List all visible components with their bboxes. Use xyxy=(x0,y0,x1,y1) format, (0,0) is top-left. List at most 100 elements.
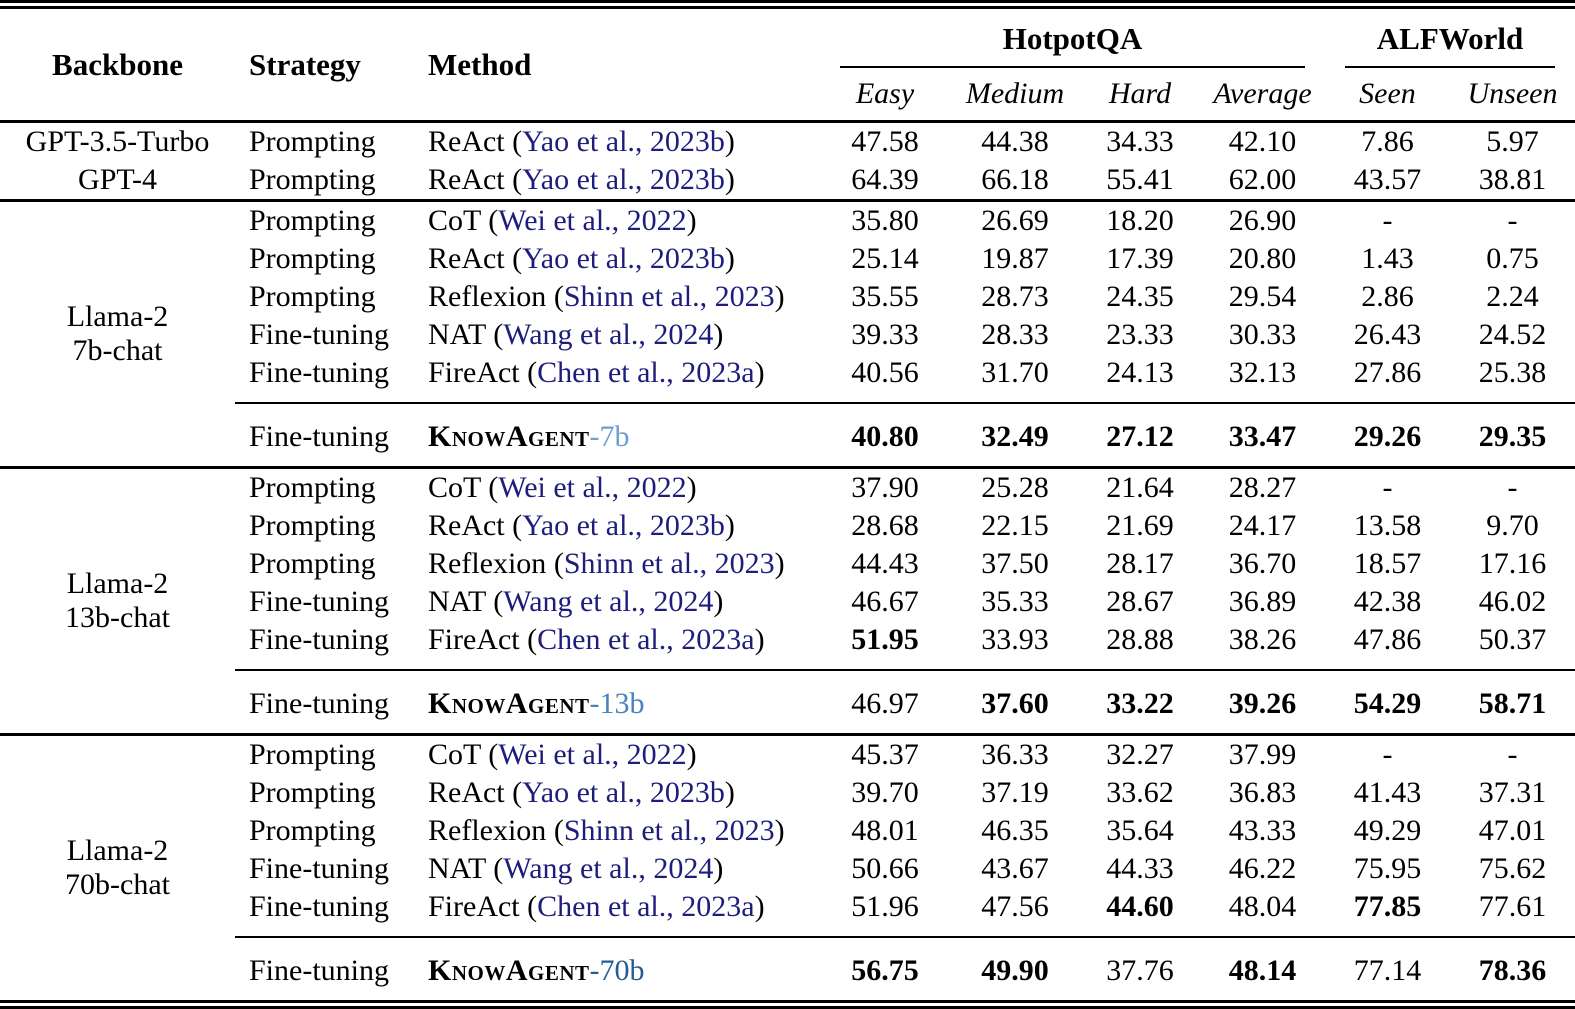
score-cell: 0.75 xyxy=(1486,241,1539,275)
score-cell: 29.35 xyxy=(1450,402,1575,469)
score-cell: 29.54 xyxy=(1228,279,1297,313)
method-name: ReAct xyxy=(428,508,513,542)
knowagent-suffix: -13b xyxy=(589,686,645,720)
strategy-cell: Prompting xyxy=(249,241,376,275)
score-cell: 33.93 xyxy=(981,622,1049,656)
score-cell: 18.57 xyxy=(1353,546,1422,580)
paren-close: ) xyxy=(724,162,735,196)
col-header-backbone: Backbone xyxy=(0,9,235,123)
knowagent-suffix: -7b xyxy=(589,419,630,453)
col-header-easy: Easy xyxy=(820,68,950,123)
score-cell: 35.55 xyxy=(851,279,919,313)
score-cell: 44.43 xyxy=(851,546,919,580)
citation-link[interactable]: Chen et al., 2023a xyxy=(537,622,755,656)
paren-close: ) xyxy=(724,241,735,275)
score-cell: 48.01 xyxy=(851,813,919,847)
backbone-line: Llama-2 xyxy=(66,833,169,867)
score-cell: 20.80 xyxy=(1228,241,1297,275)
table-row: Fine-tuning NAT (Wang et al., 2024) 50.66 4… xyxy=(0,850,1575,888)
paren-open: ( xyxy=(512,124,523,158)
paren-open: ( xyxy=(512,162,523,196)
score-cell: 77.14 xyxy=(1325,936,1450,1000)
strategy-cell: Fine-tuning xyxy=(249,622,389,656)
score-cell: 38.26 xyxy=(1228,622,1297,656)
citation-link[interactable]: Wei et al., 2022 xyxy=(498,737,687,771)
score-cell: 32.27 xyxy=(1106,737,1174,771)
table-row: Fine-tuning FireAct (Chen et al., 2023a) 5… xyxy=(0,888,1575,937)
citation-link[interactable]: Shinn et al., 2023 xyxy=(563,546,775,580)
method-name: CoT xyxy=(428,737,489,771)
method-cell: ReAct (Yao et al., 2023b) xyxy=(420,161,820,202)
knowagent-name: KnowAgent xyxy=(428,953,590,987)
paren-open: ( xyxy=(527,355,538,389)
table-row: Fine-tuning NAT (Wang et al., 2024) 39.33 2… xyxy=(0,316,1575,354)
paren-open: ( xyxy=(488,203,499,237)
citation-link[interactable]: Shinn et al., 2023 xyxy=(563,279,775,313)
top-rule xyxy=(0,0,1575,9)
citation-link[interactable]: Wei et al., 2022 xyxy=(498,203,687,237)
knowagent-row: Fine-tuning KnowAgent-70b 56.75 49.90 37.76 4… xyxy=(0,936,1575,1000)
backbone-cell: Llama-2 13b-chat xyxy=(0,467,235,736)
score-cell: 37.19 xyxy=(981,775,1049,809)
citation-link[interactable]: Wang et al., 2024 xyxy=(503,851,714,885)
score-cell: 44.38 xyxy=(981,124,1049,158)
score-cell: 47.86 xyxy=(1353,622,1422,656)
score-cell: 48.04 xyxy=(1228,889,1297,923)
score-cell: 77.61 xyxy=(1478,889,1547,923)
paren-open: ( xyxy=(493,584,504,618)
table-row: Prompting Reflexion (Shinn et al., 2023) 3… xyxy=(0,278,1575,316)
table-row: Llama-2 13b-chat Prompting CoT (Wei et al.,… xyxy=(0,467,1575,736)
paren-open: ( xyxy=(527,889,538,923)
method-name: NAT xyxy=(428,851,494,885)
score-cell: 33.62 xyxy=(1106,775,1174,809)
method-cell: ReAct (Yao et al., 2023b) xyxy=(420,774,820,812)
strategy-cell: Fine-tuning xyxy=(235,936,420,1000)
citation-link[interactable]: Wei et al., 2022 xyxy=(498,470,687,504)
score-cell: 21.64 xyxy=(1106,470,1174,504)
paren-close: ) xyxy=(724,775,735,809)
strategy-cell: Prompting xyxy=(249,470,376,504)
score-cell: 51.96 xyxy=(851,889,919,923)
score-cell: 40.80 xyxy=(820,402,950,469)
citation-link[interactable]: Wang et al., 2024 xyxy=(503,584,714,618)
score-cell: 39.70 xyxy=(851,775,919,809)
header-row-groups: Backbone Strategy Method HotpotQA ALFWorld xyxy=(0,9,1575,123)
score-cell: 17.16 xyxy=(1478,546,1547,580)
backbone-cell: GPT-3.5-Turbo xyxy=(25,124,210,158)
method-name: ReAct xyxy=(428,124,513,158)
citation-link[interactable]: Chen et al., 2023a xyxy=(537,355,755,389)
score-cell: 19.87 xyxy=(981,241,1049,275)
citation-link[interactable]: Yao et al., 2023b xyxy=(522,124,725,158)
score-cell: 55.41 xyxy=(1080,161,1200,202)
paren-close: ) xyxy=(774,546,785,580)
score-cell: 26.43 xyxy=(1353,317,1422,351)
citation-link[interactable]: Yao et al., 2023b xyxy=(522,241,725,275)
paren-close: ) xyxy=(686,203,697,237)
col-header-average: Average xyxy=(1200,68,1325,123)
score-cell: 28.67 xyxy=(1106,584,1174,618)
score-cell: - xyxy=(1507,470,1518,504)
score-cell: 47.58 xyxy=(851,124,919,158)
score-cell: 77.85 xyxy=(1353,889,1422,923)
citation-link[interactable]: Yao et al., 2023b xyxy=(522,775,725,809)
method-cell: Reflexion (Shinn et al., 2023) xyxy=(420,545,820,583)
col-header-hard: Hard xyxy=(1080,68,1200,123)
citation-link[interactable]: Yao et al., 2023b xyxy=(522,162,725,196)
score-cell: 62.00 xyxy=(1200,161,1325,202)
paren-close: ) xyxy=(754,355,765,389)
score-cell: 49.29 xyxy=(1353,813,1422,847)
score-cell: 50.37 xyxy=(1478,622,1547,656)
citation-link[interactable]: Wang et al., 2024 xyxy=(503,317,714,351)
table-row: Prompting Reflexion (Shinn et al., 2023) 4… xyxy=(0,545,1575,583)
citation-link[interactable]: Chen et al., 2023a xyxy=(537,889,755,923)
method-name: ReAct xyxy=(428,162,513,196)
method-cell: Reflexion (Shinn et al., 2023) xyxy=(420,278,820,316)
method-cell: KnowAgent-70b xyxy=(420,936,820,1000)
citation-link[interactable]: Yao et al., 2023b xyxy=(522,508,725,542)
strategy-cell: Fine-tuning xyxy=(249,355,389,389)
paren-open: ( xyxy=(493,851,504,885)
score-cell: 46.02 xyxy=(1478,584,1547,618)
citation-link[interactable]: Shinn et al., 2023 xyxy=(563,813,775,847)
strategy-cell: Prompting xyxy=(249,775,376,809)
score-cell: 24.13 xyxy=(1106,355,1174,389)
